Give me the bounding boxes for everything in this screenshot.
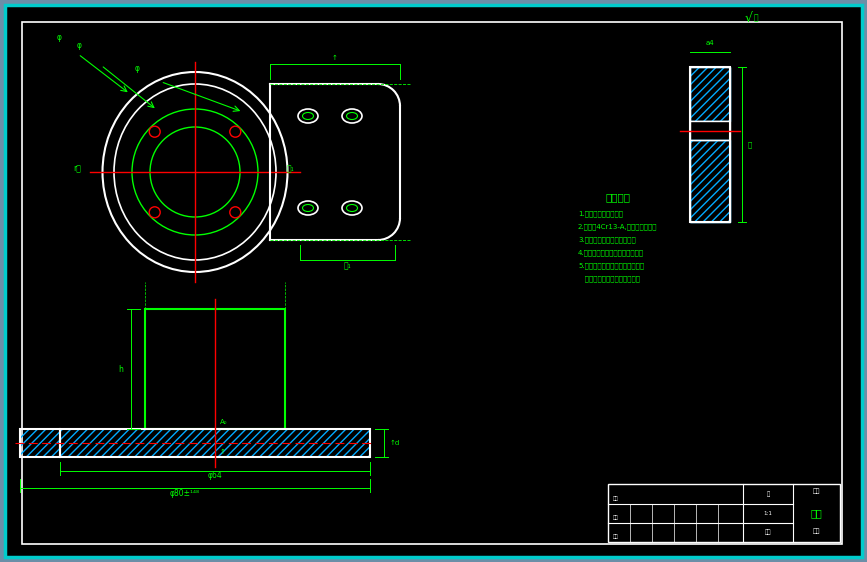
Text: 了₁: 了₁	[343, 261, 351, 270]
Text: 2.材料：4Cr13-A,磁存特殊说明。: 2.材料：4Cr13-A,磁存特殊说明。	[578, 223, 657, 230]
Text: 碰伤等损伤零件表面的缺陷。: 碰伤等损伤零件表面的缺陷。	[578, 275, 640, 282]
Bar	[20, 429, 60, 457]
Text: φ: φ	[135, 64, 140, 73]
Text: a4: a4	[706, 40, 714, 46]
Text: 了₁: 了₁	[286, 164, 294, 173]
Text: φ: φ	[57, 33, 62, 42]
Text: ↑: ↑	[332, 55, 338, 61]
Text: 3.零件须进行高温时效处理。: 3.零件须进行高温时效处理。	[578, 236, 636, 243]
Text: A₀: A₀	[220, 419, 227, 425]
Text: 标记: 标记	[812, 488, 820, 494]
Bar	[60, 429, 370, 457]
Text: 1:1: 1:1	[764, 511, 772, 516]
Text: 了: 了	[748, 141, 753, 148]
Bar	[690, 140, 730, 222]
Text: 比: 比	[766, 491, 770, 497]
Text: 图号: 图号	[765, 530, 772, 535]
Text: ↑d: ↑d	[390, 440, 401, 446]
Bar	[690, 121, 730, 140]
Text: ↑: ↑	[220, 449, 226, 455]
Text: 制图: 制图	[613, 496, 619, 501]
Text: 审核: 审核	[812, 528, 820, 534]
Text: 技术要求: 技术要求	[605, 192, 630, 202]
Bar	[690, 67, 730, 121]
Text: 端盖: 端盖	[811, 509, 823, 519]
Text: 1.零件须去掉锐化处。: 1.零件须去掉锐化处。	[578, 210, 623, 216]
Text: √: √	[745, 12, 753, 25]
Bar	[20, 429, 60, 457]
Text: r了: r了	[73, 164, 81, 173]
Text: 校对: 校对	[613, 515, 619, 520]
Text: 了: 了	[754, 13, 759, 22]
Bar	[60, 429, 370, 457]
Text: 5.零件加工表面上，不应有划痕、: 5.零件加工表面上，不应有划痕、	[578, 262, 644, 269]
Text: 4.采圆西倒决强烈皮前标涤罗来。: 4.采圆西倒决强烈皮前标涤罗来。	[578, 249, 644, 256]
Text: φ: φ	[77, 41, 82, 50]
Bar	[690, 67, 730, 222]
Bar	[690, 67, 730, 121]
Text: h: h	[118, 365, 123, 374]
Text: φ80±¹⁴⁸: φ80±¹⁴⁸	[170, 489, 200, 498]
Bar	[690, 140, 730, 222]
Text: φ64: φ64	[207, 471, 222, 480]
Bar	[608, 484, 840, 542]
Text: 审核: 审核	[613, 534, 619, 539]
Bar	[145, 309, 285, 429]
